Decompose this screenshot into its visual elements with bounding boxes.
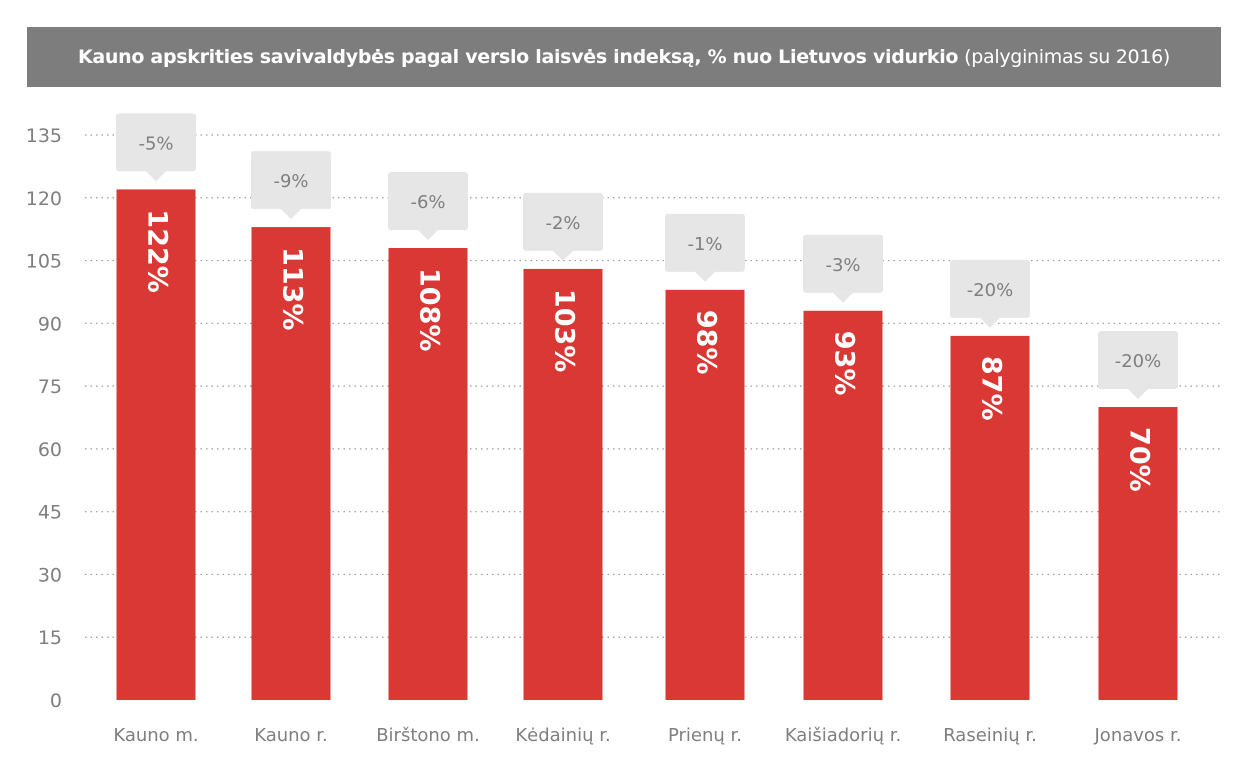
x-tick-label: Kėdainių r. xyxy=(515,725,610,746)
chart-title: Kauno apskrities savivaldybės pagal vers… xyxy=(77,46,959,68)
change-callout xyxy=(803,234,883,293)
y-tick-label: 135 xyxy=(26,125,62,147)
y-tick-label: 60 xyxy=(38,439,62,461)
bar xyxy=(251,227,331,700)
value-label: 70% xyxy=(1124,427,1155,492)
bar xyxy=(1098,407,1178,700)
callout-pointer xyxy=(418,230,438,240)
change-callout xyxy=(523,192,603,251)
value-label: 98% xyxy=(691,310,722,375)
y-tick-label: 105 xyxy=(26,251,62,273)
x-tick-label: Jonavos r. xyxy=(1094,725,1182,746)
bar xyxy=(388,248,468,700)
callout-pointer xyxy=(281,209,301,220)
callout-pointer xyxy=(553,250,573,261)
y-tick-label: 30 xyxy=(38,564,62,586)
change-label: -1% xyxy=(687,234,722,255)
value-label: 87% xyxy=(976,356,1007,421)
change-label: -2% xyxy=(545,213,580,234)
value-label: 93% xyxy=(829,331,860,396)
change-label: -20% xyxy=(967,280,1014,301)
change-label: -5% xyxy=(138,133,173,154)
x-tick-label: Kauno m. xyxy=(113,725,198,746)
change-label: -9% xyxy=(273,171,308,192)
change-callout xyxy=(116,113,196,172)
value-label: 103% xyxy=(549,289,580,372)
change-callout xyxy=(950,259,1030,318)
y-tick-label: 45 xyxy=(38,502,62,524)
x-tick-label: Kauno r. xyxy=(254,725,328,746)
chart-subtitle: (palyginimas su 2016) xyxy=(964,46,1171,68)
y-tick-label: 75 xyxy=(38,376,62,398)
y-tick-label: 0 xyxy=(50,690,62,712)
bar xyxy=(803,310,883,700)
change-callout xyxy=(1098,331,1178,390)
change-callout xyxy=(665,213,745,272)
change-label: -3% xyxy=(825,255,860,276)
change-callout xyxy=(388,172,468,230)
change-label: -6% xyxy=(410,192,445,213)
y-tick-label: 15 xyxy=(38,627,62,649)
value-label: 122% xyxy=(142,209,173,292)
callout-pointer xyxy=(980,317,1000,328)
callout-pointer xyxy=(146,171,166,182)
callout-pointer xyxy=(695,271,715,282)
value-label: 113% xyxy=(277,247,308,330)
x-tick-label: Kaišiadorių r. xyxy=(785,725,901,746)
value-label: 108% xyxy=(414,268,445,351)
bar xyxy=(116,189,196,700)
bar xyxy=(950,335,1030,700)
x-tick-label: Raseinių r. xyxy=(943,725,1037,746)
bar xyxy=(665,289,745,700)
x-tick-label: Birštono m. xyxy=(376,725,480,746)
y-tick-label: 120 xyxy=(26,188,62,210)
callout-pointer xyxy=(833,292,853,303)
chart-title-bar: Kauno apskrities savivaldybės pagal vers… xyxy=(27,27,1221,87)
x-tick-label: Prienų r. xyxy=(668,725,742,746)
bar xyxy=(523,268,603,700)
y-tick-label: 90 xyxy=(38,313,62,335)
change-label: -20% xyxy=(1115,351,1162,372)
callout-pointer xyxy=(1128,389,1148,400)
change-callout xyxy=(251,151,331,210)
